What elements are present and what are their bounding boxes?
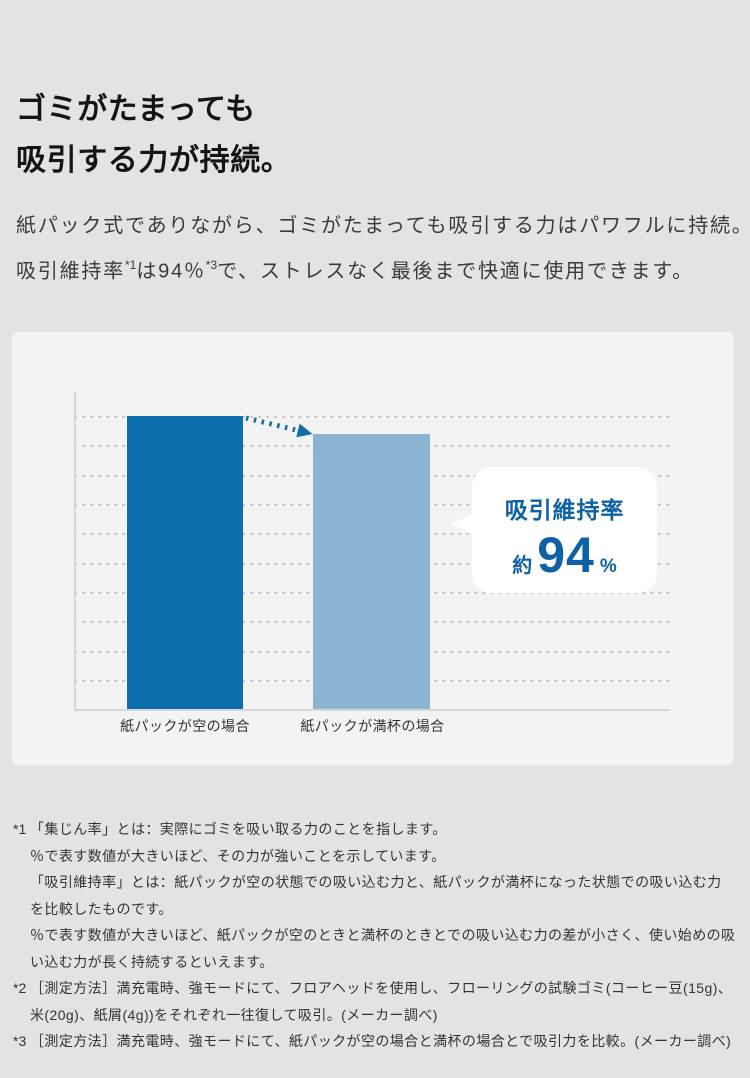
callout-prefix: 約 <box>512 555 533 577</box>
gridline <box>74 416 670 418</box>
footnote-text: ［測定方法］満充電時、強モードにて、紙パックが空の場合と満杯の場合とで吸引力を比… <box>30 1033 732 1049</box>
page-title-line1: ゴミがたまっても <box>16 93 256 126</box>
footnote-text: ％で表す数値が大きいほど、その力が強いことを示しています。 <box>30 847 446 864</box>
bar-paper-pack-full <box>313 434 430 709</box>
intro-line1: 紙パック式でありながら、ゴミがたまっても吸引する力はパワフルに持続。 <box>16 215 750 237</box>
footnote-1: *1 「集じん率」とは：実際にゴミを吸い取る力のことを指します。 ％で表す数値が… <box>0 816 736 975</box>
x-axis-baseline <box>74 709 670 711</box>
bar-label-empty: 紙パックが空の場合 <box>120 718 250 734</box>
callout-value: 約 94 % <box>472 526 657 584</box>
callout-title: 吸引維持率 <box>504 497 625 523</box>
suction-chart-card: 紙パックが空の場合 紙パックが満杯の場合 吸引維持率 約 94 % <box>12 332 734 765</box>
footnote-marker: *3 <box>13 1033 27 1049</box>
footnote-text: ［測定方法］満充電時、強モードにて、フロアヘッドを使用し、フローリングの試験ゴミ… <box>30 980 733 1023</box>
footnote-marker: *1 <box>13 821 27 837</box>
footnote-marker: *2 <box>13 980 27 996</box>
footnote-text: ％で表す数値が大きいほど、紙パックが空のときと満杯のときとでの吸い込む力の差が小… <box>30 927 736 970</box>
footnote-ref-3: *3 <box>205 258 218 272</box>
decline-arrow-icon <box>245 415 313 438</box>
footnote-ref-1: *1 <box>125 258 137 272</box>
page-title: ゴミがたまっても 吸引する力が持続。 <box>16 84 291 186</box>
footnote-3: *3 ［測定方法］満充電時、強モードにて、紙パックが空の場合と満杯の場合とで吸引… <box>0 1028 736 1055</box>
page-title-line2: 吸引する力が持続。 <box>16 144 292 177</box>
intro-paragraph: 紙パック式でありながら、ゴミがたまっても吸引する力はパワフルに持続。 吸引維持率… <box>16 206 750 292</box>
footnotes: *1 「集じん率」とは：実際にゴミを吸い取る力のことを指します。 ％で表す数値が… <box>0 816 750 1055</box>
footnote-text: 「集じん率」とは：実際にゴミを吸い取る力のことを指します。 <box>30 821 447 837</box>
callout-number: 94 <box>537 527 595 583</box>
y-axis-line <box>74 392 76 711</box>
callout-unit: % <box>599 556 617 577</box>
intro-line2: 吸引維持率*1は94％*3で、ストレスなく最後まで快適に使用できます。 <box>16 258 694 283</box>
footnote-text: 「吸引維持率」とは：紙パックが空の状態での吸い込む力と、紙パックが満杯になった状… <box>30 874 722 917</box>
callout-bubble: 吸引維持率 約 94 % <box>451 467 657 593</box>
bar-label-full: 紙パックが満杯の場合 <box>300 718 445 734</box>
footnote-2: *2 ［測定方法］満充電時、強モードにて、フロアヘッドを使用し、フローリングの試… <box>0 975 736 1028</box>
bar-paper-pack-empty <box>127 416 243 709</box>
